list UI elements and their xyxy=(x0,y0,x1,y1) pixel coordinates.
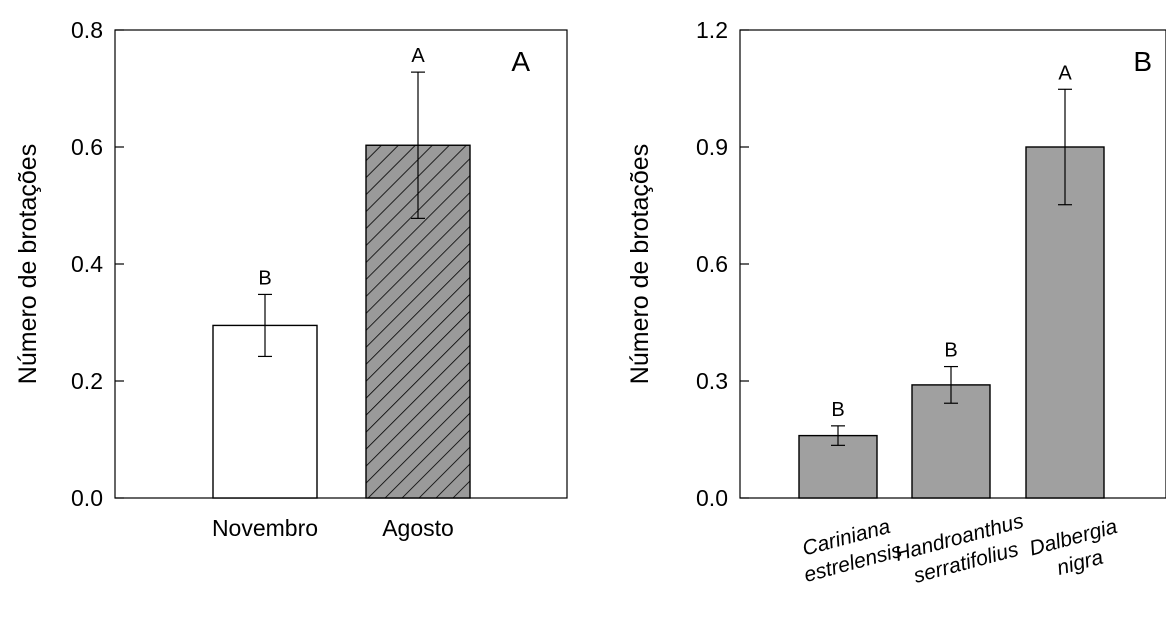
x-category-label: Dalbergianigra xyxy=(1027,515,1127,586)
y-tick-label: 0.0 xyxy=(71,485,103,511)
y-tick-label: 1.2 xyxy=(696,17,728,43)
y-tick-label: 0.0 xyxy=(696,485,728,511)
significance-letter: A xyxy=(1058,62,1072,84)
y-tick-label: 0.3 xyxy=(696,368,728,394)
y-tick-label: 0.9 xyxy=(696,134,728,160)
significance-letter: B xyxy=(944,340,957,362)
plot-frame xyxy=(114,29,568,499)
y-tick-label: 0.6 xyxy=(71,134,103,160)
panel-letter: B xyxy=(1133,46,1152,77)
x-category-label: Agosto xyxy=(382,515,454,541)
y-tick-label: 0.4 xyxy=(71,251,103,277)
bar xyxy=(798,434,878,499)
x-category-label: Handroanthusserratifolius xyxy=(893,509,1034,591)
panel-letter: A xyxy=(511,46,530,77)
y-tick-label: 0.2 xyxy=(71,368,103,394)
significance-letter: B xyxy=(831,399,844,421)
chart-panel-a: 0.0 0.2 0.4 0.6 0.8 Número de brotações A B Nove… xyxy=(14,17,568,541)
x-category-label: Novembro xyxy=(212,515,318,541)
significance-letter: A xyxy=(411,45,425,67)
significance-letter: B xyxy=(258,267,271,289)
y-tick-label: 0.6 xyxy=(696,251,728,277)
x-category-label: Carinianaestrelensis xyxy=(795,513,905,586)
chart-panel-b: 0.0 0.3 0.6 0.9 1.2 Número de brotações B B Cari… xyxy=(626,17,1166,591)
y-axis-title: Número de brotações xyxy=(626,144,654,384)
y-axis-title: Número de brotações xyxy=(14,144,42,384)
y-tick-label: 0.8 xyxy=(71,17,103,43)
